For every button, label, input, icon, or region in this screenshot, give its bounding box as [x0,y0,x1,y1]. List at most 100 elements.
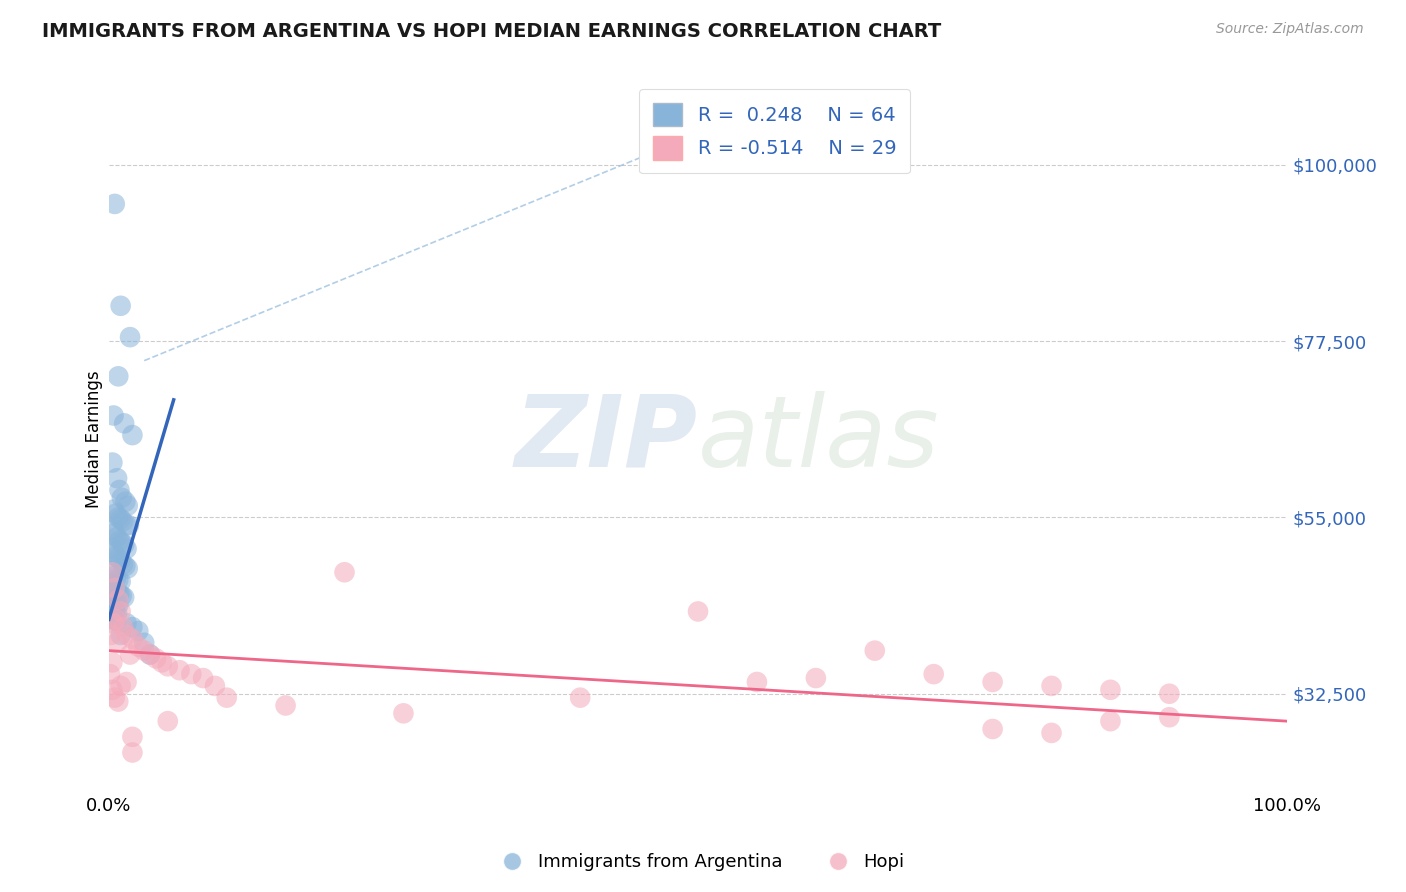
Point [104,526,127,541]
Text: atlas: atlas [697,391,939,488]
Point [103,612,125,626]
Point [1099,714,1122,728]
Point [118,518,141,533]
Text: IMMIGRANTS FROM ARGENTINA VS HOPI MEDIAN EARNINGS CORRELATION CHART: IMMIGRANTS FROM ARGENTINA VS HOPI MEDIAN… [42,22,942,41]
Point [104,582,127,597]
Point [191,671,214,685]
Point [139,648,162,662]
Point [114,559,136,574]
Point [117,499,139,513]
Point [169,663,191,677]
Text: ZIP: ZIP [515,391,697,488]
Legend: Immigrants from Argentina, Hopi: Immigrants from Argentina, Hopi [495,847,911,879]
Point [103,546,125,560]
Point [111,514,134,528]
Point [103,409,125,423]
Point [104,581,127,595]
Point [156,659,179,673]
Point [112,591,135,605]
Point [120,648,142,662]
Point [111,558,134,572]
Point [922,667,945,681]
Point [120,330,142,344]
Point [112,538,135,552]
Point [110,512,132,526]
Point [98,577,121,591]
Point [110,628,132,642]
Point [104,612,127,626]
Point [863,643,886,657]
Point [139,648,162,662]
Point [108,533,131,548]
Point [107,551,129,566]
Point [100,541,122,556]
Point [107,598,129,612]
Point [115,518,138,533]
Point [100,566,122,580]
Point [105,606,128,620]
Point [1040,679,1063,693]
Point [103,595,125,609]
Point [101,682,124,697]
Point [104,572,127,586]
Point [100,592,122,607]
Point [111,491,134,505]
Point [98,667,121,681]
Point [115,541,138,556]
Point [101,566,124,580]
Point [105,636,128,650]
Point [110,574,132,589]
Point [107,592,129,607]
Point [107,573,129,587]
Legend: R =  0.248    N = 64, R = -0.514    N = 29: R = 0.248 N = 64, R = -0.514 N = 29 [640,89,910,173]
Point [127,640,149,654]
Point [156,714,179,728]
Point [121,620,143,634]
Point [114,494,136,508]
Point [110,299,132,313]
Point [110,679,132,693]
Point [1099,682,1122,697]
Point [101,603,124,617]
Point [115,628,138,642]
Point [115,616,138,631]
Y-axis label: Median Earnings: Median Earnings [86,370,103,508]
Point [111,620,134,634]
Point [1159,710,1181,724]
Point [104,549,127,564]
Point [117,561,139,575]
Point [103,569,125,583]
Text: Source: ZipAtlas.com: Source: ZipAtlas.com [1216,22,1364,37]
Point [1159,687,1181,701]
Point [145,651,167,665]
Point [121,428,143,442]
Point [101,656,124,670]
Point [104,614,127,628]
Point [100,628,122,642]
Point [392,706,415,721]
Point [981,675,1004,690]
Point [569,690,592,705]
Point [745,675,768,690]
Point [1040,726,1063,740]
Point [112,417,135,431]
Point [105,471,128,485]
Point [107,695,129,709]
Point [104,604,127,618]
Point [107,369,129,384]
Point [121,746,143,760]
Point [333,566,356,580]
Point [100,608,122,623]
Point [274,698,297,713]
Point [108,483,131,497]
Point [215,690,238,705]
Point [104,597,127,611]
Point [101,522,124,536]
Point [127,624,149,638]
Point [101,456,124,470]
Point [121,730,143,744]
Point [98,600,121,615]
Point [804,671,827,685]
Point [180,667,202,681]
Point [108,587,131,601]
